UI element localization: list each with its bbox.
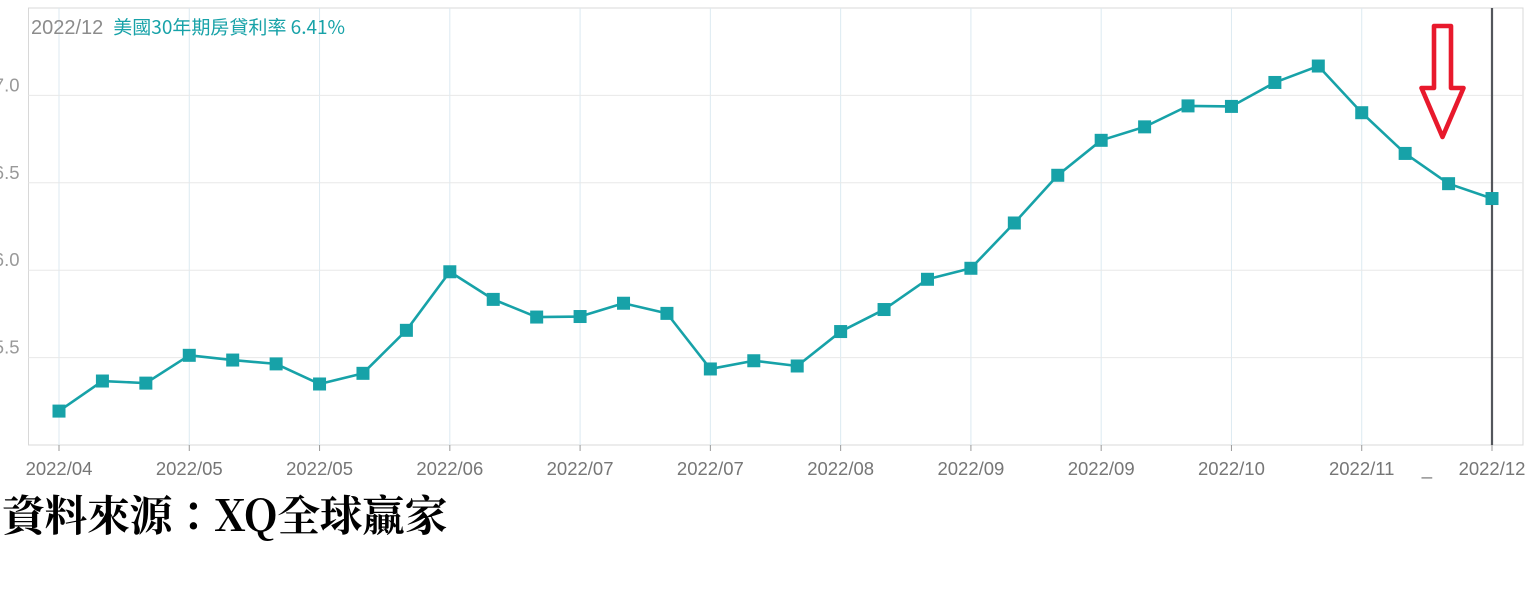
svg-text:2022/05: 2022/05: [156, 458, 223, 479]
svg-text:2022/07: 2022/07: [677, 458, 744, 479]
svg-text:6.0: 6.0: [0, 249, 20, 270]
svg-text:_: _: [1421, 458, 1433, 480]
svg-text:2022/09: 2022/09: [1068, 458, 1135, 479]
svg-text:2022/04: 2022/04: [26, 458, 93, 479]
svg-text:2022/10: 2022/10: [1198, 458, 1265, 479]
svg-text:7.0: 7.0: [0, 74, 20, 95]
svg-text:2022/09: 2022/09: [937, 458, 1004, 479]
svg-text:2022/06: 2022/06: [416, 458, 483, 479]
svg-text:5.5: 5.5: [0, 337, 20, 358]
svg-text:6.5: 6.5: [0, 162, 20, 183]
svg-text:2022/11: 2022/11: [1329, 458, 1395, 479]
svg-text:2022/08: 2022/08: [807, 458, 874, 479]
svg-text:2022/12: 2022/12: [1459, 458, 1526, 479]
svg-text:2022/07: 2022/07: [547, 458, 614, 479]
svg-text:2022/05: 2022/05: [286, 458, 353, 479]
